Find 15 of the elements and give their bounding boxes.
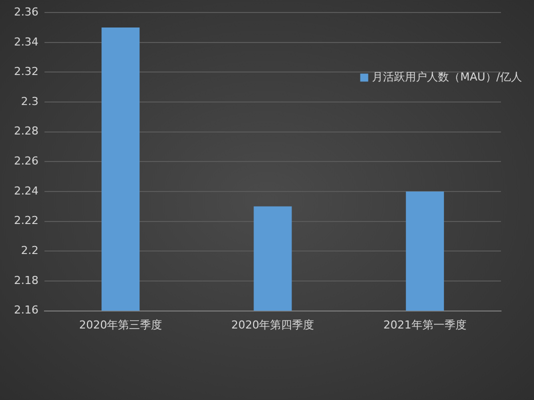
x-tick-label: 2020年第三季度 [79, 318, 162, 332]
y-tick-label: 2.2 [20, 244, 38, 258]
y-tick-label: 2.18 [14, 274, 38, 287]
y-tick-label: 2.32 [14, 65, 38, 78]
legend-label: 月活跃用户人数（MAU）/亿人 [372, 70, 522, 84]
y-tick-label: 2.26 [14, 154, 38, 168]
x-tick-label: 2020年第四季度 [231, 318, 314, 332]
x-tick-label: 2021年第一季度 [383, 318, 466, 332]
y-tick-label: 2.22 [14, 214, 38, 228]
y-tick-label: 2.34 [14, 35, 38, 48]
y-tick-label: 2.28 [14, 124, 38, 138]
y-tick-label: 2.24 [14, 184, 38, 198]
y-tick-label: 2.16 [14, 304, 38, 317]
y-tick-label: 2.3 [20, 94, 38, 108]
y-tick-label: 2.36 [14, 5, 38, 18]
